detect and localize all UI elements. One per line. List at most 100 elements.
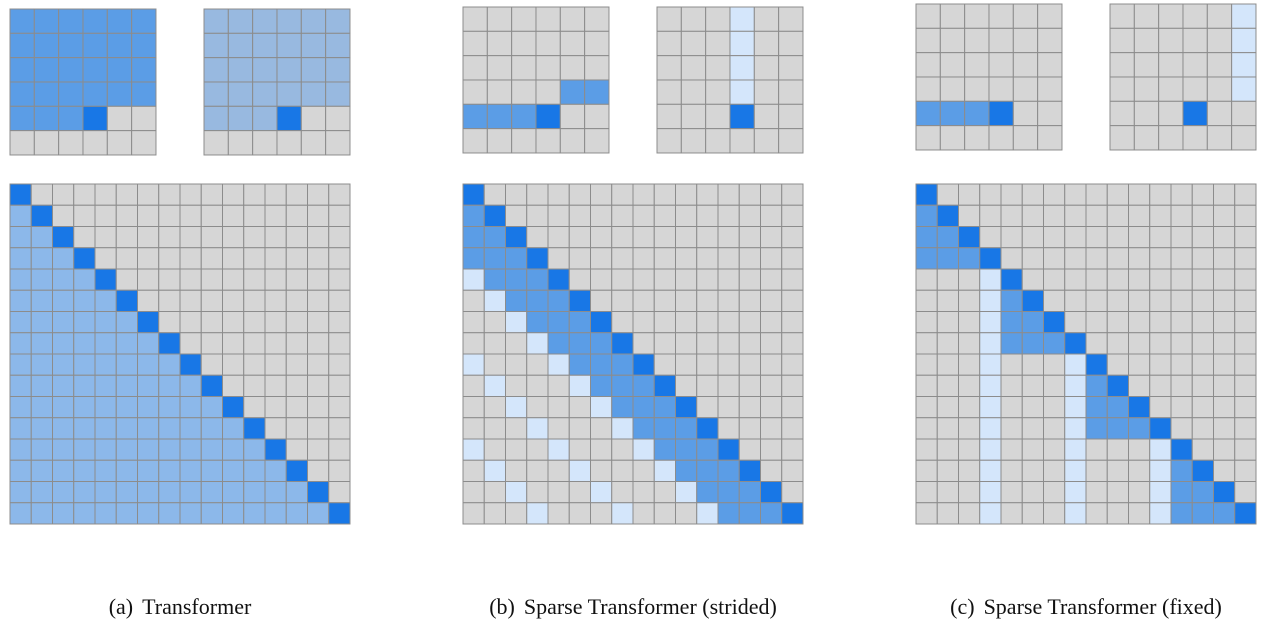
grid-cell (979, 226, 1002, 249)
grid-cell (94, 417, 117, 440)
grid-cell (328, 481, 351, 504)
grid-cell (285, 332, 308, 355)
grid-cell (1213, 247, 1236, 270)
grid-cell (483, 438, 506, 461)
grid-cell (505, 247, 528, 270)
grid-cell (243, 268, 266, 291)
grid-cell (328, 247, 351, 270)
grid-cell (611, 502, 634, 525)
grid-cell (1000, 353, 1023, 376)
grid-cell (958, 353, 981, 376)
grid-cell (717, 438, 740, 461)
grid-cell (200, 247, 223, 270)
grid-cell (285, 396, 308, 419)
grid-cell (778, 6, 804, 32)
grid-cell (1021, 311, 1044, 334)
grid-cell (285, 289, 308, 312)
grid-cell (696, 247, 719, 270)
grid-cell (696, 396, 719, 419)
grid-cell (1064, 183, 1087, 206)
grid-cell (131, 130, 157, 156)
grid-cell (1191, 311, 1214, 334)
grid-cell (1021, 183, 1044, 206)
grid-cell (131, 105, 157, 132)
grid-cell (252, 105, 278, 132)
grid-cell (158, 396, 181, 419)
grid-cell (964, 100, 990, 127)
grid-cell (675, 268, 698, 291)
grid-cell (590, 268, 613, 291)
grid-cell (1213, 438, 1236, 461)
grid-cell (559, 128, 586, 154)
grid-cell (243, 247, 266, 270)
grid-cell (462, 268, 485, 291)
grid-cell (915, 3, 941, 29)
grid-cell (590, 396, 613, 419)
grid-cell (276, 57, 302, 83)
grid-cell (30, 204, 53, 227)
grid-cell (1128, 396, 1151, 419)
grid-cell (584, 55, 610, 81)
grid-cell (1085, 374, 1108, 397)
grid-cell (1085, 417, 1108, 440)
grid-cell (276, 105, 302, 132)
grid-cell (1234, 374, 1257, 397)
grid-cell (243, 396, 266, 419)
grid-cell (106, 32, 133, 59)
grid-cell (611, 268, 634, 291)
grid-cell (1106, 481, 1129, 504)
grid-cell (264, 417, 287, 440)
grid-cell (781, 247, 804, 270)
grid-cell (979, 502, 1002, 525)
grid-cell (1149, 204, 1172, 227)
grid-cell (1133, 125, 1160, 151)
grid-cell (964, 76, 990, 102)
grid-cell (1106, 183, 1129, 206)
grid-cell (781, 438, 804, 461)
grid-cell (264, 204, 287, 227)
grid-cell (58, 57, 84, 83)
grid-cell (285, 502, 308, 525)
grid-cell (590, 311, 613, 334)
grid-cell (106, 81, 133, 107)
grid-cell (675, 204, 698, 227)
grid-cell (559, 79, 586, 105)
grid-cell (158, 183, 181, 206)
grid-cell (1231, 76, 1257, 102)
grid-cell (73, 353, 96, 376)
grid-cell (325, 8, 351, 34)
grid-cell (653, 481, 676, 504)
grid-cell (1158, 76, 1184, 102)
grid-cell (222, 226, 245, 249)
grid-cell (1037, 125, 1063, 151)
grid-cell (632, 247, 655, 270)
grid-cell (94, 396, 117, 419)
grid-cell (778, 103, 804, 130)
grid-cell (9, 247, 32, 270)
grid-cell (526, 353, 549, 376)
grid-cell (9, 438, 32, 461)
grid-cell (328, 226, 351, 249)
grid-cell (1106, 204, 1129, 227)
grid-cell (611, 183, 634, 206)
grid-cell (227, 105, 254, 132)
grid-cell (653, 438, 676, 461)
grid-cell (30, 417, 53, 440)
grid-cell (94, 268, 117, 291)
grid-cell (462, 459, 485, 482)
grid-cell (729, 79, 755, 105)
grid-cell (307, 247, 330, 270)
grid-cell (1170, 438, 1193, 461)
grid-cell (958, 332, 981, 355)
grid-cell (936, 332, 959, 355)
grid-cell (915, 396, 938, 419)
grid-cell (1128, 438, 1151, 461)
grid-cell (936, 311, 959, 334)
grid-cell (1043, 459, 1066, 482)
grid-cell (264, 268, 287, 291)
grid-cell (1085, 204, 1108, 227)
grid-cell (222, 417, 245, 440)
grid-cell (590, 481, 613, 504)
grid-cell (52, 374, 75, 397)
grid-cell (227, 32, 254, 59)
